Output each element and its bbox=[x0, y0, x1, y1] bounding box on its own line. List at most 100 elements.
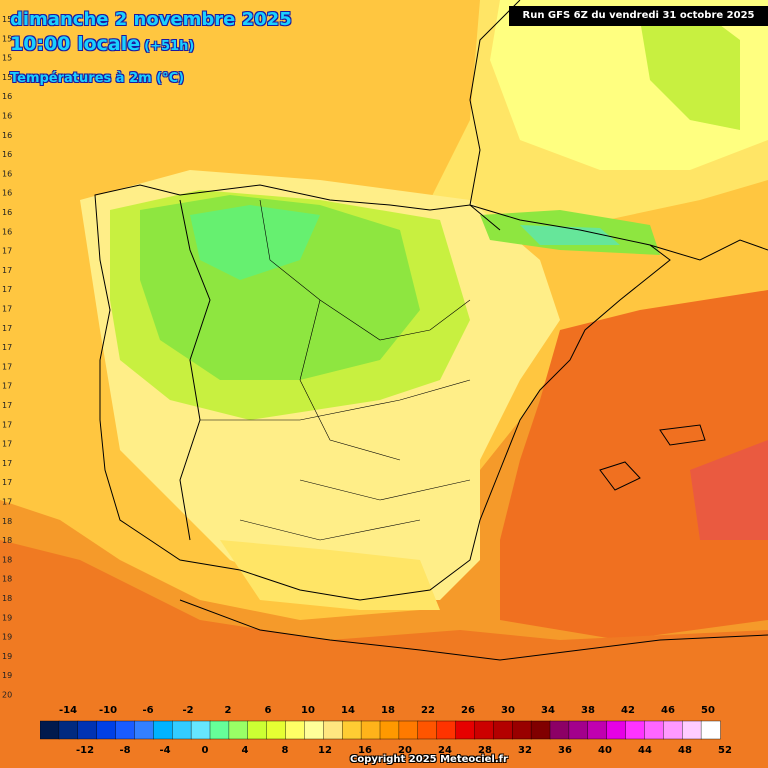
legend-label-lower: 48 bbox=[678, 745, 692, 756]
grid-row-label: 17 bbox=[2, 478, 12, 487]
legend-label-lower: 36 bbox=[558, 745, 572, 756]
zone-green-core bbox=[190, 205, 320, 280]
legend-label-upper: 46 bbox=[661, 705, 675, 716]
legend-swatch bbox=[115, 720, 136, 740]
grid-row-label: 19 bbox=[2, 633, 12, 642]
legend-swatch bbox=[455, 720, 476, 740]
legend-swatch bbox=[360, 720, 381, 740]
grid-row-label: 19 bbox=[2, 652, 12, 661]
forecast-local-time: 10:00 locale bbox=[10, 33, 141, 55]
legend-swatch bbox=[512, 720, 532, 740]
legend-label-upper: -10 bbox=[98, 705, 118, 716]
forecast-date: dimanche 2 novembre 2025 bbox=[10, 9, 292, 30]
grid-row-label: 16 bbox=[2, 112, 12, 121]
legend-label-lower: 28 bbox=[478, 745, 492, 756]
copyright: Copyright 2025 Meteociel.fr bbox=[350, 754, 508, 765]
legend-swatch bbox=[228, 720, 249, 740]
legend-swatch bbox=[323, 720, 343, 740]
zone-green-alps bbox=[640, 10, 740, 130]
legend-label-lower: 0 bbox=[201, 745, 209, 756]
legend-swatch bbox=[644, 720, 665, 740]
legend-label-lower: 44 bbox=[638, 745, 652, 756]
legend-swatch bbox=[209, 720, 230, 740]
grid-row-label: 18 bbox=[2, 536, 12, 545]
legend-swatch bbox=[700, 720, 721, 740]
legend-label-lower: 8 bbox=[281, 745, 289, 756]
grid-row-label: 15 bbox=[2, 34, 12, 43]
legend-label-lower: -4 bbox=[159, 745, 171, 756]
legend-swatch bbox=[58, 720, 79, 740]
grid-row-label: 16 bbox=[2, 227, 12, 236]
grid-row-label: 17 bbox=[2, 362, 12, 371]
legend-swatch bbox=[266, 720, 287, 740]
grid-row-label: 16 bbox=[2, 92, 12, 101]
legend-swatch bbox=[549, 720, 570, 740]
model-run-label: Run GFS 6Z du vendredi 31 octobre 2025 bbox=[509, 6, 768, 26]
legend-swatch bbox=[172, 720, 192, 740]
zone-hot-spot bbox=[690, 440, 768, 540]
zone-cold-pyrenees bbox=[520, 225, 620, 245]
france-coast bbox=[469, 0, 768, 261]
grid-row-label: 17 bbox=[2, 343, 12, 352]
grid-row-label: 19 bbox=[2, 613, 12, 622]
legend-label-upper: 30 bbox=[501, 705, 515, 716]
legend-swatch bbox=[153, 720, 173, 740]
legend-label-lower: -8 bbox=[119, 745, 131, 756]
legend-swatch bbox=[436, 720, 457, 740]
legend-swatch bbox=[342, 720, 362, 740]
grid-row-label: 17 bbox=[2, 498, 12, 507]
legend-swatch bbox=[96, 720, 117, 740]
legend-swatch bbox=[493, 720, 513, 740]
legend-label-lower: 52 bbox=[718, 745, 732, 756]
legend-swatch bbox=[587, 720, 608, 740]
legend-swatch bbox=[417, 720, 438, 740]
legend-swatch bbox=[682, 720, 702, 740]
legend-label-upper: 22 bbox=[421, 705, 435, 716]
legend-label-upper: 6 bbox=[264, 705, 272, 716]
legend-swatch bbox=[568, 720, 589, 740]
grid-row-label: 18 bbox=[2, 594, 12, 603]
grid-row-label: 17 bbox=[2, 324, 12, 333]
grid-row-label: 15 bbox=[2, 73, 12, 82]
legend-label-upper: 34 bbox=[541, 705, 555, 716]
legend-label-lower: -12 bbox=[75, 745, 95, 756]
coastline bbox=[94, 184, 671, 601]
grid-row-label: 17 bbox=[2, 285, 12, 294]
grid-row-label: 15 bbox=[2, 54, 12, 63]
legend-colorbar bbox=[40, 720, 721, 740]
forecast-time: 10:00 locale (+51h) bbox=[10, 33, 194, 55]
legend-swatch bbox=[663, 720, 683, 740]
temperature-grid: 15 15 15 15 16 16 16 16 16 16 16 16 17 17 17 17 17 17 17 17… bbox=[2, 15, 12, 700]
grid-row-label: 15 bbox=[2, 15, 12, 24]
zone-cool-south bbox=[220, 540, 440, 610]
zone-warm-med bbox=[500, 290, 768, 640]
grid-row-label: 20 bbox=[2, 691, 12, 700]
africa-coast bbox=[179, 599, 768, 661]
legend-label-lower: 24 bbox=[438, 745, 452, 756]
legend-label-upper: 14 bbox=[341, 705, 355, 716]
legend-swatch bbox=[474, 720, 495, 740]
grid-row-label: 16 bbox=[2, 131, 12, 140]
legend-label-upper: 10 bbox=[301, 705, 315, 716]
grid-row-label: 16 bbox=[2, 208, 12, 217]
legend-label-upper: -2 bbox=[182, 705, 194, 716]
grid-row-label: 18 bbox=[2, 517, 12, 526]
grid-row-label: 16 bbox=[2, 150, 12, 159]
grid-row-label: 17 bbox=[2, 440, 12, 449]
legend-label-upper: 38 bbox=[581, 705, 595, 716]
legend-label-lower: 4 bbox=[241, 745, 249, 756]
legend-label-lower: 32 bbox=[518, 745, 532, 756]
legend-label-lower: 20 bbox=[398, 745, 412, 756]
legend-label-upper: -14 bbox=[58, 705, 78, 716]
grid-row-label: 18 bbox=[2, 555, 12, 564]
legend-swatch bbox=[398, 720, 419, 740]
grid-row-label: 19 bbox=[2, 671, 12, 680]
legend-swatch bbox=[606, 720, 627, 740]
legend-swatch bbox=[625, 720, 646, 740]
grid-row-label: 16 bbox=[2, 169, 12, 178]
grid-row-label: 17 bbox=[2, 305, 12, 314]
legend-label-lower: 16 bbox=[358, 745, 372, 756]
grid-row-label: 17 bbox=[2, 401, 12, 410]
legend-swatch bbox=[40, 720, 60, 740]
